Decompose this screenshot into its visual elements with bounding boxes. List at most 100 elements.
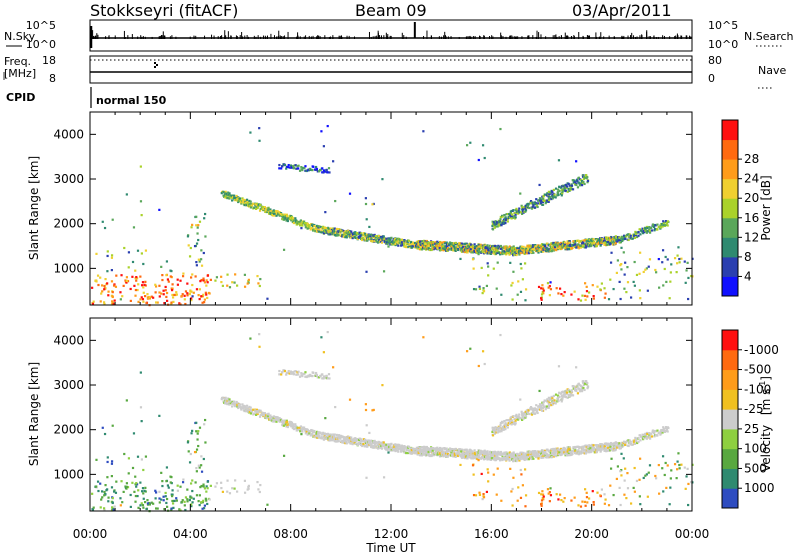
velocity-cell xyxy=(111,486,113,488)
power-cell xyxy=(564,291,566,293)
velocity-cell xyxy=(200,455,202,457)
velocity-cell xyxy=(95,459,97,461)
power-cell xyxy=(237,200,239,202)
power-cell xyxy=(111,257,113,259)
freq-outliers xyxy=(154,62,158,68)
power-cell xyxy=(663,224,665,226)
velocity-cell xyxy=(200,501,202,503)
velocity-cell xyxy=(383,441,385,443)
power-cell xyxy=(582,181,584,183)
power-cell xyxy=(517,294,519,296)
power-cell xyxy=(256,275,258,277)
power-cell xyxy=(515,254,517,256)
velocity-cell xyxy=(170,481,172,483)
velocity-cell xyxy=(229,492,231,494)
power-cell xyxy=(220,276,222,278)
power-cell xyxy=(328,231,330,233)
power-cell xyxy=(141,214,143,216)
velocity-cell xyxy=(203,423,205,425)
power-cell xyxy=(111,254,113,256)
power-cell xyxy=(537,202,539,204)
power-cell xyxy=(498,221,500,223)
power-cell xyxy=(493,268,495,270)
velocity-cell xyxy=(204,505,206,507)
velocity-cell xyxy=(199,466,201,468)
power-cell xyxy=(634,237,636,239)
power-cell xyxy=(113,284,115,286)
power-cell xyxy=(550,288,552,290)
velocity-cell xyxy=(220,487,222,489)
power-cell xyxy=(190,247,192,249)
velocity-cell xyxy=(161,480,163,482)
power-cell xyxy=(336,228,338,230)
velocity-cell xyxy=(551,456,553,458)
cpid-value: normal 150 xyxy=(96,94,167,107)
power-cell xyxy=(532,252,534,254)
power-cell xyxy=(130,288,132,290)
power-cell xyxy=(146,293,148,295)
velocity-cell xyxy=(177,490,179,492)
power-cell xyxy=(656,224,658,226)
power-cell xyxy=(504,222,506,224)
velocity-cell xyxy=(202,500,204,502)
velocity-cell xyxy=(120,480,122,482)
velocity-cell xyxy=(158,491,160,493)
power-cell xyxy=(326,169,328,171)
power-cell xyxy=(165,296,167,298)
power-cell xyxy=(604,297,606,299)
velocity-cell xyxy=(189,496,191,498)
power-cell xyxy=(320,130,322,132)
power-cell xyxy=(294,217,296,219)
power-cell xyxy=(482,292,484,294)
power-scatter-cells xyxy=(91,125,694,306)
power-cell xyxy=(214,280,216,282)
power-cell xyxy=(207,281,209,283)
power-cell xyxy=(362,237,364,239)
colorbar-tick-label: 28 xyxy=(744,152,759,166)
power-cell xyxy=(334,227,336,229)
power-cell xyxy=(104,227,106,229)
power-cell xyxy=(311,169,313,171)
velocity-cell xyxy=(106,476,108,478)
power-cell xyxy=(107,291,109,293)
velocity-cell xyxy=(142,487,144,489)
power-cell xyxy=(474,243,476,245)
power-cell xyxy=(191,273,193,275)
power-cell xyxy=(634,285,636,287)
velocity-cell xyxy=(360,438,362,440)
power-cell xyxy=(199,260,201,262)
velocity-cell xyxy=(146,499,148,501)
power-cell xyxy=(284,164,286,166)
power-cell xyxy=(145,302,147,304)
power-cell xyxy=(203,279,205,281)
velocity-cell xyxy=(190,432,192,434)
velocity-cell xyxy=(486,450,488,452)
power-cell xyxy=(520,263,522,265)
power-cell xyxy=(194,245,196,247)
power-cell xyxy=(649,230,651,232)
power-cell xyxy=(387,245,389,247)
power-cell xyxy=(203,252,205,254)
velocity-cell xyxy=(181,501,183,503)
power-cell xyxy=(100,300,102,302)
power-cell xyxy=(608,298,610,300)
power-colorbar-label: Power [dB] xyxy=(759,175,773,240)
power-cell xyxy=(228,192,230,194)
power-cell xyxy=(119,291,121,293)
power-cell xyxy=(114,299,116,301)
velocity-cell xyxy=(596,451,598,453)
velocity-cell xyxy=(123,453,125,455)
velocity-cell xyxy=(102,427,104,429)
velocity-cell xyxy=(259,410,261,412)
power-cell xyxy=(677,246,679,248)
velocity-cell xyxy=(107,500,109,502)
power-cell xyxy=(360,232,362,234)
nsky-label: N.Sky xyxy=(4,30,36,43)
power-cell xyxy=(596,245,598,247)
power-cell xyxy=(577,243,579,245)
power-cell xyxy=(171,283,173,285)
velocity-cell xyxy=(577,449,579,451)
